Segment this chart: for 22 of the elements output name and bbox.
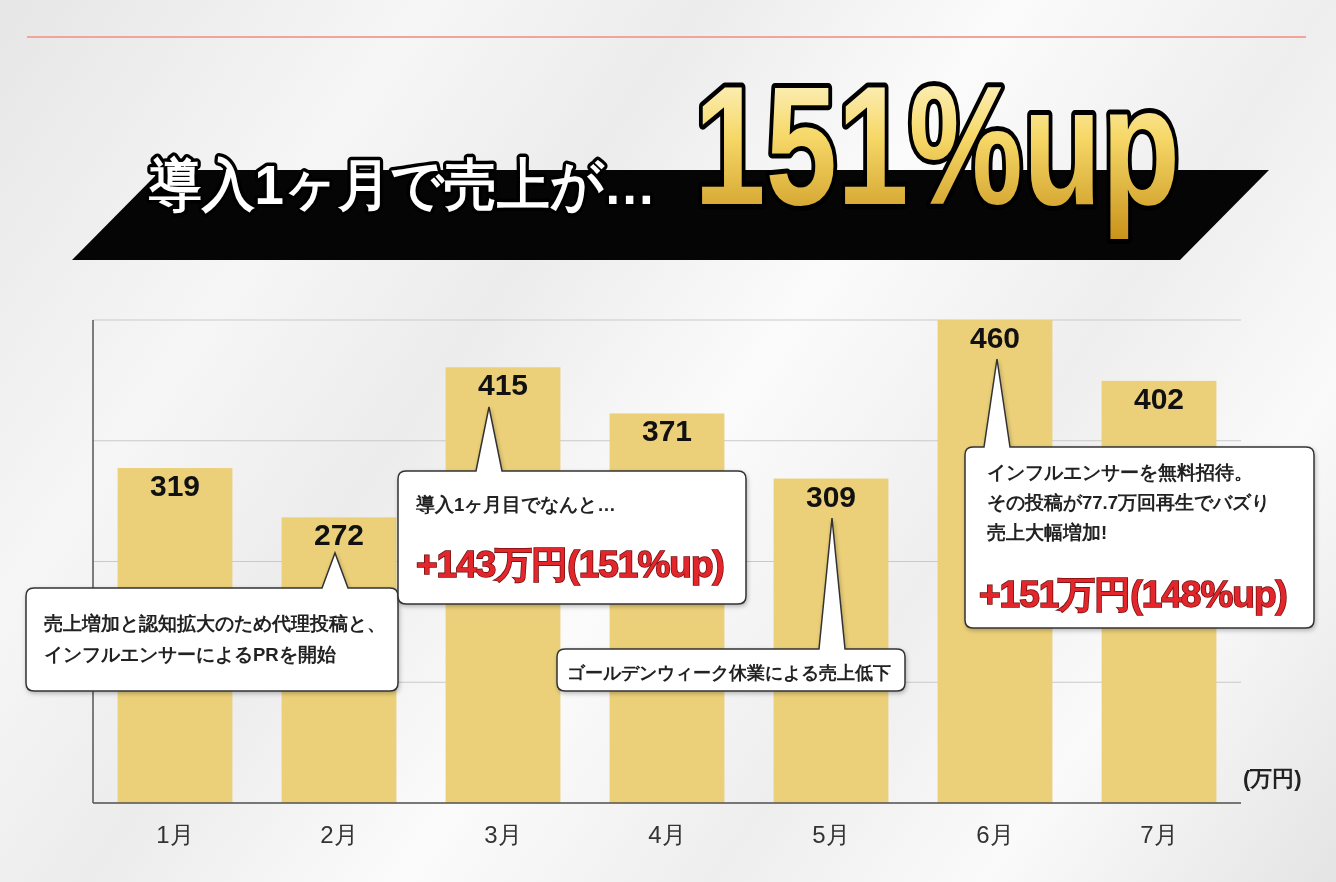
annotation: +151万円(148%up): [979, 574, 1287, 615]
chart-title: 導入1ヶ月で売上が…: [148, 153, 688, 216]
y-axis-title: (万円): [1243, 766, 1302, 791]
data-label: 319: [149, 469, 201, 503]
data-label: 272: [313, 518, 365, 552]
annotation: ゴールデンウィーク休業による売上低下: [567, 662, 891, 683]
annotation: インフルエンサーを無料招待。その投稿が77.7万回再生でバズり売上大幅増加!: [987, 461, 1271, 544]
x-tick-label: 3月: [484, 821, 522, 848]
x-tick-label: 6月: [976, 821, 1014, 848]
x-tick-label: 7月: [1140, 821, 1178, 848]
data-label: 309: [805, 479, 857, 513]
annotation: +143万円(151%up): [416, 544, 724, 585]
x-tick-label: 1月: [156, 821, 194, 848]
data-label: 460: [969, 321, 1021, 354]
annotation: 売上増加と認知拡大のため代理投稿と、インフルエンサーによるPRを開始: [44, 613, 386, 665]
data-label: 402: [1133, 381, 1185, 415]
x-tick-label: 5月: [812, 821, 850, 848]
x-tick-label: 4月: [648, 821, 686, 848]
data-label: 415: [477, 368, 529, 402]
annotation: 導入1ヶ月目でなんと…: [415, 494, 616, 515]
x-tick-label: 2月: [320, 821, 358, 848]
data-label: 371: [641, 414, 693, 448]
